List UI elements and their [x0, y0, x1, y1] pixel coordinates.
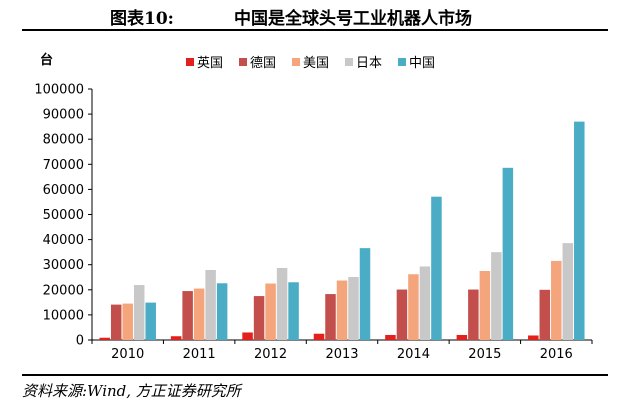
bar [408, 274, 419, 340]
bar [359, 248, 371, 340]
bar [574, 121, 585, 340]
y-tick-label: 50000 [43, 208, 84, 223]
y-tick-label: 80000 [43, 133, 84, 148]
legend-label: 中国 [409, 56, 435, 71]
bottom-rule [22, 374, 608, 376]
figure-label: 图表10: [110, 9, 174, 29]
y-axis: 0 10000 20000 30000 40000 50000 60000 70000 8000… [34, 83, 93, 349]
bar [385, 334, 396, 340]
bar [431, 196, 442, 340]
bar [122, 303, 133, 340]
y-tick-label: 90000 [43, 108, 84, 123]
bar [502, 167, 514, 340]
bar [491, 252, 502, 340]
bar [419, 266, 431, 340]
y-tick-label: 70000 [43, 158, 84, 173]
bar [205, 269, 216, 340]
bar [99, 337, 110, 340]
bar [216, 283, 228, 340]
y-tick-label: 30000 [43, 258, 84, 273]
legend-swatch [186, 58, 194, 66]
bar [253, 296, 265, 340]
y-tick-label: 60000 [43, 183, 84, 198]
bar [336, 280, 348, 340]
top-rule [22, 29, 608, 31]
legend-swatch [398, 58, 406, 66]
legend-swatch [345, 58, 353, 66]
x-tick-label: 2015 [468, 347, 501, 362]
bar [193, 288, 205, 340]
legend-label: 日本 [356, 56, 382, 71]
x-tick-label: 2016 [540, 347, 573, 362]
y-tick-label: 0 [76, 334, 84, 349]
bar [170, 336, 182, 340]
legend-label: 德国 [250, 56, 276, 71]
bar [242, 332, 253, 340]
bar [182, 291, 193, 340]
figure-header: 图表10: 中国是全球头号工业机器人市场 [0, 0, 626, 30]
bar [325, 294, 336, 340]
legend-swatch [292, 58, 300, 66]
bar [551, 260, 562, 340]
bar [288, 282, 299, 340]
bars [99, 121, 585, 340]
x-axis: 2010 2011 2012 2013 2014 2015 2016 [91, 339, 593, 362]
bar [456, 334, 468, 340]
y-tick-label: 10000 [43, 308, 84, 323]
bar [348, 276, 359, 340]
legend: 英国 德国 美国 日本 中国 [186, 56, 435, 71]
source-note: 资料来源:Wind, 方正证券研究所 [22, 382, 241, 400]
bar [562, 243, 574, 340]
x-tick-label: 2011 [183, 347, 216, 362]
bar [396, 289, 408, 340]
x-tick-label: 2014 [397, 347, 430, 362]
bar [145, 302, 156, 340]
y-tick-label: 20000 [43, 283, 84, 298]
bar [265, 283, 276, 340]
bar [539, 289, 551, 340]
bar [313, 333, 325, 340]
y-axis-unit-label: 台 [40, 52, 53, 68]
legend-label: 美国 [303, 56, 329, 71]
chart-title: 中国是全球头号工业机器人市场 [234, 9, 472, 29]
bar [133, 285, 145, 340]
x-tick-label: 2010 [111, 347, 144, 362]
bar [276, 267, 288, 340]
bar [468, 289, 479, 340]
y-tick-label: 100000 [34, 83, 84, 98]
bar [479, 270, 491, 340]
bar [528, 335, 539, 340]
legend-label: 英国 [197, 56, 223, 71]
x-tick-label: 2012 [254, 347, 287, 362]
y-tick-label: 40000 [43, 233, 84, 248]
bar [110, 304, 122, 340]
x-tick-label: 2013 [325, 347, 358, 362]
legend-swatch [239, 58, 247, 66]
